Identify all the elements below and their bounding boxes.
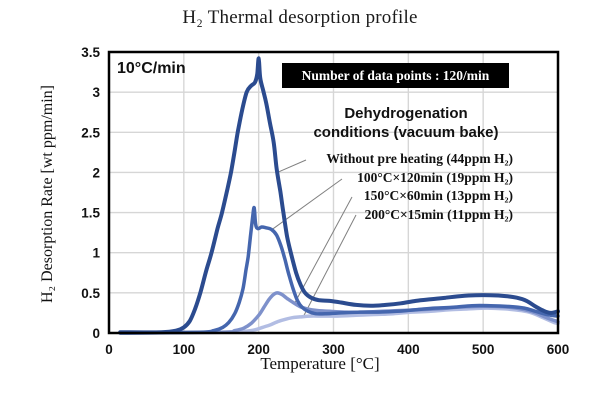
leader-line-without-pre-heating [277, 159, 307, 173]
y-tick-label: 2.5 [81, 125, 100, 140]
x-tick-label: 600 [547, 342, 570, 357]
y-tick-label: 3 [92, 85, 100, 100]
x-tick-label: 0 [105, 342, 113, 357]
x-tick-label: 300 [322, 342, 345, 357]
plot-border [107, 50, 560, 335]
y-tick-label: 0.5 [81, 286, 100, 301]
series-label-without-pre-heating: Without pre heating (44ppm H₂) [326, 151, 513, 166]
series-label-150c-60min: 150°C×60min (13ppm H₂) [363, 188, 513, 204]
heating-rate-annotation: 10°C/min [117, 60, 186, 77]
series-label-200c-15min: 200°C×15min (11ppm H₂) [364, 207, 513, 223]
x-tick-label: 500 [472, 342, 495, 357]
x-tick-label: 400 [397, 342, 420, 357]
chart-title: H₂ Thermal desorption profile [182, 7, 418, 28]
series-label-100c-120min: 100°C×120min (19ppm H₂) [357, 169, 513, 185]
curve-bake-100c-120min [118, 205, 560, 335]
legend-title-line1: Dehydrogenation [344, 105, 468, 122]
y-tick-label: 3.5 [81, 45, 100, 60]
y-tick-label: 1 [92, 246, 100, 261]
y-tick-label: 2 [92, 165, 100, 180]
curve-without-pre-heating [118, 56, 560, 335]
legend-title: Dehydrogenation conditions (vacuum bake) [290, 104, 522, 142]
y-tick-label: 0 [92, 326, 100, 341]
series-labels: Without pre heating (44ppm H₂) 100°C×120… [260, 150, 513, 225]
legend-title-line2: conditions (vacuum bake) [313, 124, 499, 141]
y-axis-label: H₂ Desorption Rate [wt ppm/min] [39, 85, 56, 303]
x-tick-label: 200 [247, 342, 270, 357]
x-tick-label: 100 [173, 342, 196, 357]
y-tick-label: 1.5 [81, 206, 100, 221]
data-points-badge: Number of data points : 120/min [282, 63, 509, 88]
x-axis-label: Temperature [°C] [260, 354, 380, 373]
leader-line-bake-150c-60min [294, 196, 353, 304]
